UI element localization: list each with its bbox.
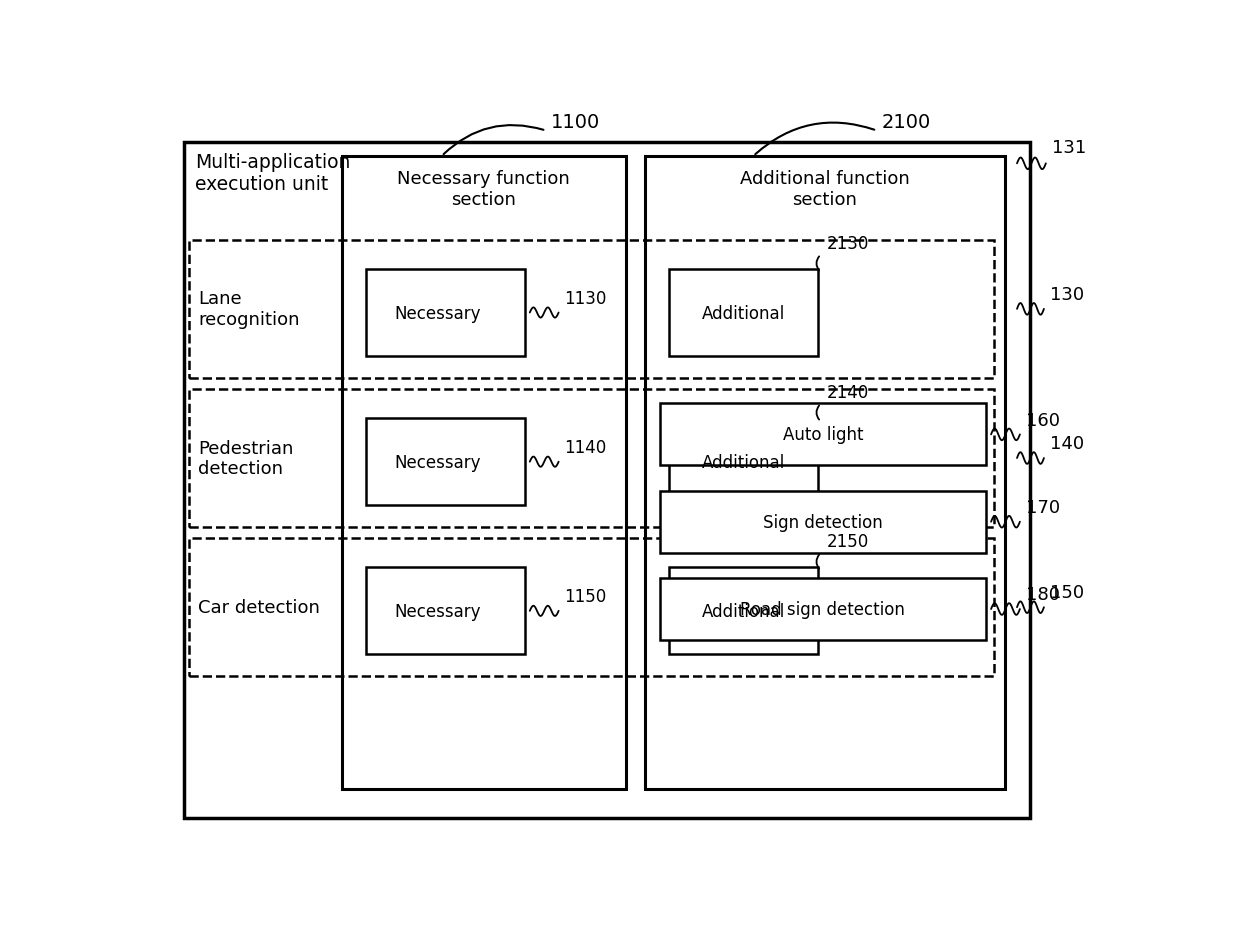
Bar: [660, 404, 986, 465]
Text: Car detection: Car detection: [198, 598, 320, 616]
Bar: [188, 390, 994, 528]
Text: 1100: 1100: [551, 112, 600, 131]
Text: 160: 160: [1025, 412, 1060, 430]
Text: Necessary: Necessary: [394, 602, 481, 620]
Text: 1130: 1130: [564, 290, 606, 308]
Bar: [670, 567, 818, 655]
Text: 2140: 2140: [827, 384, 869, 402]
Bar: [670, 418, 818, 506]
Bar: [184, 143, 1029, 818]
Text: Pedestrian
detection: Pedestrian detection: [198, 439, 294, 478]
Text: 2100: 2100: [882, 112, 931, 131]
Text: 130: 130: [1050, 286, 1084, 304]
Bar: [367, 418, 525, 506]
Bar: [670, 270, 818, 357]
Text: Road sign detection: Road sign detection: [740, 600, 905, 618]
Text: Multi-application
execution unit: Multi-application execution unit: [196, 153, 351, 194]
Bar: [342, 157, 626, 789]
Text: 1150: 1150: [564, 587, 606, 605]
Text: Necessary: Necessary: [394, 453, 481, 471]
Text: Additional function
section: Additional function section: [740, 170, 910, 209]
Text: Lane
recognition: Lane recognition: [198, 290, 300, 329]
Bar: [188, 241, 994, 379]
Text: 180: 180: [1025, 585, 1060, 603]
Bar: [367, 270, 525, 357]
Text: Additional: Additional: [702, 304, 785, 322]
Text: 1140: 1140: [564, 438, 606, 456]
Text: 2130: 2130: [827, 235, 869, 253]
Text: Additional: Additional: [702, 453, 785, 471]
Bar: [660, 491, 986, 553]
Text: 170: 170: [1025, 498, 1060, 516]
Bar: [660, 579, 986, 640]
Text: 140: 140: [1050, 435, 1084, 453]
Text: Sign detection: Sign detection: [763, 514, 883, 531]
Text: 150: 150: [1050, 583, 1084, 601]
Bar: [188, 538, 994, 677]
Text: Necessary: Necessary: [394, 304, 481, 322]
Text: 131: 131: [1052, 139, 1086, 157]
Text: Auto light: Auto light: [782, 426, 863, 444]
Text: Necessary function
section: Necessary function section: [397, 170, 570, 209]
Text: Additional: Additional: [702, 602, 785, 620]
Bar: [645, 157, 1006, 789]
Bar: [367, 567, 525, 655]
Text: 2150: 2150: [827, 532, 869, 551]
